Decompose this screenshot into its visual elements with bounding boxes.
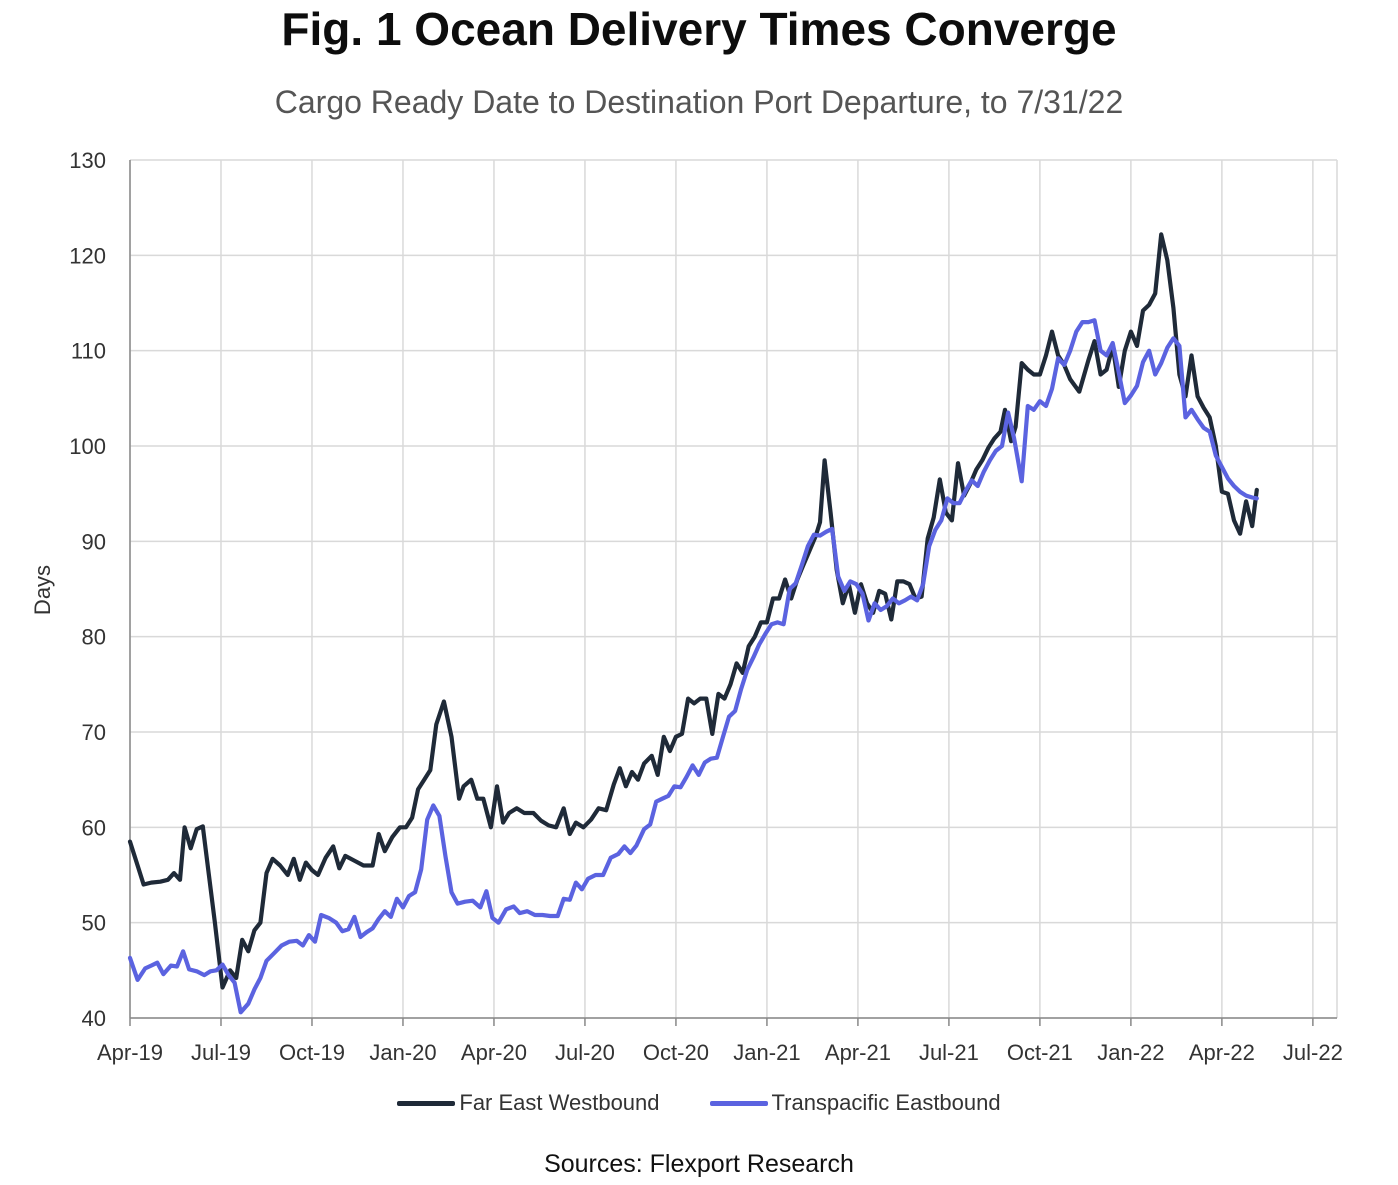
y-tick-label: 50 xyxy=(82,911,106,936)
legend-swatch-transpacific xyxy=(709,1100,768,1106)
y-tick-label: 70 xyxy=(82,720,106,745)
x-tick-label: Oct-21 xyxy=(1007,1040,1073,1065)
legend-label-transpacific: Transpacific Eastbound xyxy=(771,1090,1001,1115)
x-tick-label: Oct-20 xyxy=(643,1040,709,1065)
series-line-transpacific-eastbound xyxy=(127,318,1259,1015)
y-tick-label: 110 xyxy=(71,339,106,364)
x-tick-label: Jul-19 xyxy=(191,1040,251,1065)
source-note: Sources: Flexport Research xyxy=(544,1150,854,1178)
legend-item-transpacific: Transpacific Eastbound xyxy=(709,1090,1001,1116)
y-tick-label: 100 xyxy=(69,434,106,459)
x-tick-label: Apr-19 xyxy=(97,1040,163,1065)
x-tick-label: Jul-20 xyxy=(555,1040,615,1065)
legend: Far East Westbound Transpacific Eastboun… xyxy=(0,1090,1398,1116)
chart-title: Fig. 1 Ocean Delivery Times Converge xyxy=(281,3,1117,55)
x-tick-label: Jul-21 xyxy=(919,1040,979,1065)
y-tick-label: 40 xyxy=(82,1006,106,1031)
x-tick-label: Jul-22 xyxy=(1283,1040,1343,1065)
x-tick-label: Apr-21 xyxy=(825,1040,891,1065)
y-tick-label: 80 xyxy=(82,625,106,650)
line-chart: 40 50 60 70 80 90 100 110 120 130 Apr-19 Jul-19 Oct… xyxy=(30,148,1343,1065)
x-tick-label: Jan-20 xyxy=(369,1040,436,1065)
x-tick-label: Apr-20 xyxy=(461,1040,527,1065)
legend-label-far-east: Far East Westbound xyxy=(459,1090,660,1115)
legend-item-far-east: Far East Westbound xyxy=(397,1090,660,1116)
legend-swatch-far-east xyxy=(397,1100,456,1106)
chart-subtitle: Cargo Ready Date to Destination Port Dep… xyxy=(274,84,1124,120)
x-axis-ticks: Apr-19 Jul-19 Oct-19 Jan-20 Apr-20 Jul-20 Oct-… xyxy=(97,1040,1343,1065)
x-tick-label: Jan-21 xyxy=(733,1040,800,1065)
y-axis-label: Days xyxy=(30,565,55,615)
y-tick-label: 130 xyxy=(69,148,106,173)
x-tick-label: Oct-19 xyxy=(279,1040,345,1065)
y-tick-label: 60 xyxy=(82,815,106,840)
series-line-far-east-westbound xyxy=(127,232,1259,990)
grid xyxy=(129,159,1338,1026)
y-axis-ticks: 40 50 60 70 80 90 100 110 120 130 xyxy=(69,148,106,1031)
y-tick-label: 120 xyxy=(69,243,106,268)
y-tick-label: 90 xyxy=(82,529,106,554)
x-tick-label: Apr-22 xyxy=(1189,1040,1255,1065)
series-lines xyxy=(127,232,1259,1015)
x-tick-label: Jan-22 xyxy=(1097,1040,1164,1065)
